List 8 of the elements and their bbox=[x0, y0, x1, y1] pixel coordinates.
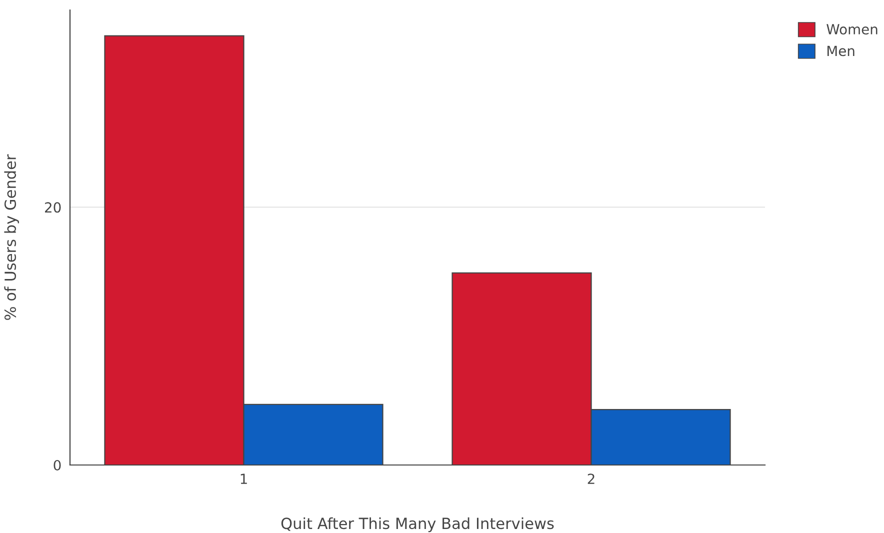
x-tick-label: 2 bbox=[588, 474, 594, 484]
legend-label: Men bbox=[827, 46, 854, 56]
legend-label: Women bbox=[826, 24, 878, 35]
y-tick-label: 0 bbox=[54, 460, 61, 470]
y-axis-title: % of Users by Gender bbox=[4, 154, 19, 320]
x-axis-title: Quit After This Many Bad Interviews bbox=[281, 517, 554, 532]
y-tick-label: 20 bbox=[45, 202, 61, 213]
x-tick-label: 1 bbox=[240, 474, 247, 484]
